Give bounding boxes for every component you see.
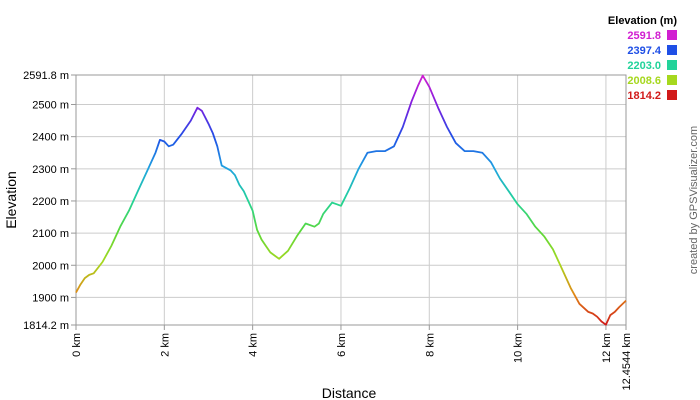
x-tick-label: 2 km: [159, 333, 171, 357]
credit-text: created by GPSVisualizer.com: [688, 126, 700, 274]
legend-title: Elevation (m): [608, 15, 677, 27]
x-tick-label: 12.4544 km: [621, 333, 633, 390]
y-tick-label: 2300 m: [32, 164, 69, 176]
legend-label: 2203.0: [627, 60, 661, 72]
x-tick-label: 10 km: [513, 333, 525, 363]
legend-label: 1814.2: [627, 90, 661, 102]
elevation-profile-line: [75, 74, 627, 326]
x-tick-label: 0 km: [71, 333, 83, 357]
y-tick-label: 1900 m: [32, 292, 69, 304]
legend-swatch: [667, 75, 677, 85]
x-tick-label: 12 km: [601, 333, 613, 363]
y-axis: 1814.2 m 1900 m 2000 m 2100 m 2200 m 2300 m 24…: [23, 70, 76, 332]
plot-area: [76, 75, 626, 325]
legend-label: 2591.8: [627, 30, 661, 42]
y-axis-title: Elevation: [3, 171, 19, 229]
grid-lines: [76, 75, 626, 325]
y-tick-label: 2591.8 m: [23, 70, 69, 82]
legend-label: 2008.6: [627, 75, 661, 87]
legend-label: 2397.4: [627, 45, 662, 57]
x-axis: 0 km 2 km 4 km 6 km 8 km 10 km 12 km 12.4544 km: [71, 325, 633, 390]
y-tick-label: 2100 m: [32, 228, 69, 240]
y-tick-label: 1814.2 m: [23, 320, 69, 332]
plot-frame: [75, 74, 627, 326]
legend-swatch: [667, 60, 677, 70]
legend: Elevation (m) 2591.8 2397.4 2203.0 2008.6 18…: [608, 15, 677, 102]
y-tick-label: 2000 m: [32, 260, 69, 272]
x-tick-label: 8 km: [424, 333, 436, 357]
y-tick-label: 2500 m: [32, 100, 69, 112]
legend-swatch: [667, 90, 677, 100]
x-tick-label: 6 km: [336, 333, 348, 357]
y-tick-label: 2200 m: [32, 196, 69, 208]
legend-swatch: [667, 30, 677, 40]
x-tick-label: 4 km: [248, 333, 260, 357]
x-axis-title: Distance: [322, 385, 377, 400]
y-tick-label: 2400 m: [32, 132, 69, 144]
legend-swatch: [667, 45, 677, 55]
